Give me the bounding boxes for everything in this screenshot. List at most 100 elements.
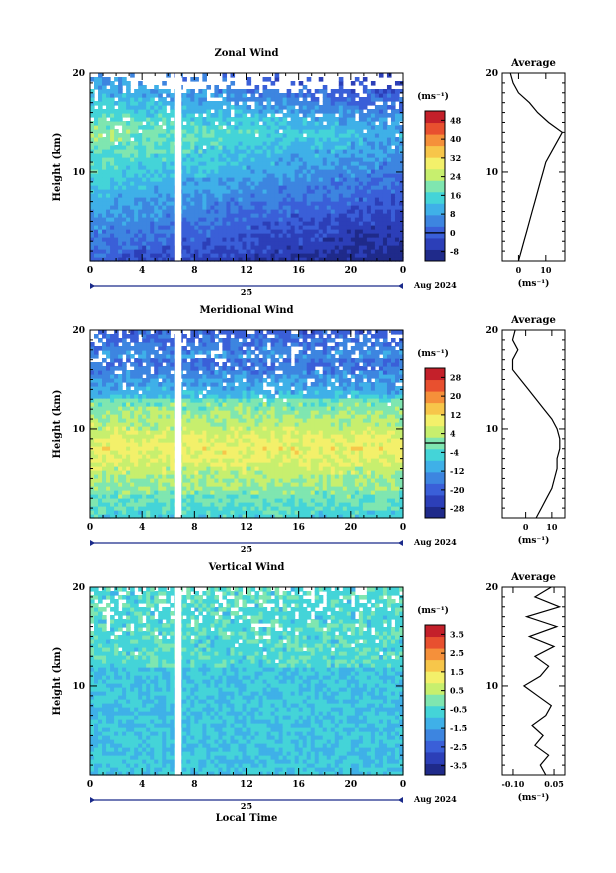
colorbar-tick-label: -1.5 [450,723,467,733]
y-tick-label: 10 [72,168,85,178]
colorbar-swatch [425,122,445,135]
panel-title: Vertical Wind [208,562,285,573]
x-tick-label: 20 [345,523,358,533]
colorbar-swatch [425,203,445,216]
colorbar-tick-label: 3.5 [450,629,464,639]
profile-title: Average [510,572,556,583]
colorbar-tick-label: -8 [450,247,459,257]
colorbar-tick-label: 48 [450,115,462,125]
x-tick-label: 20 [345,266,358,276]
colorbar-swatch [425,460,445,473]
missing-data-gap [174,587,182,775]
colorbar-swatch [425,659,445,672]
x-tick-label: 12 [240,266,253,276]
profile-x-tick-label: 0 [523,522,529,532]
colorbar-tick-label: 20 [450,391,462,401]
colorbar-swatch [425,402,445,415]
x-tick-label: 8 [191,266,197,276]
date-label: Aug 2024 [413,280,457,290]
profile-x-label: (ms⁻¹) [518,278,550,289]
x-axis-label: Local Time [216,813,278,824]
colorbar-tick-label: -28 [450,504,465,514]
date-day-label: 25 [241,287,252,297]
missing-data-gap [174,330,182,518]
profile-y-tick-label: 20 [485,69,498,79]
colorbar-swatch [425,506,445,519]
profile-x-tick-label: 0.05 [544,779,563,789]
date-label: Aug 2024 [413,794,457,804]
colorbar-swatch [425,717,445,730]
colorbar-swatch [425,237,445,250]
colorbar-unit: (ms⁻¹) [417,348,449,359]
colorbar-swatch [425,483,445,496]
date-bar-start-marker [90,540,95,546]
colorbar-tick-label: 28 [450,372,462,382]
panel-title: Meridional Wind [199,305,293,316]
colorbar-tick-label: -20 [450,485,465,495]
colorbar-tick-label: 16 [450,190,462,200]
x-tick-label: 16 [292,266,305,276]
y-axis-label: Height (km) [52,647,63,716]
colorbar-frame [424,110,446,262]
x-tick-label: 0 [400,523,406,533]
colorbar-swatch [425,214,445,227]
colorbar-swatch [425,414,445,427]
profile-y-tick-label: 10 [485,168,498,178]
colorbar-swatch [425,740,445,753]
date-label: Aug 2024 [413,537,457,547]
y-tick-label: 20 [72,583,85,593]
colorbar-swatch [425,391,445,404]
colorbar-tick-label: -0.5 [450,704,467,714]
x-tick-label: 16 [292,780,305,790]
x-tick-label: 0 [400,266,406,276]
profile-x-tick-label: -0.10 [502,779,525,789]
x-tick-label: 4 [139,523,145,533]
colorbar-unit: (ms⁻¹) [417,605,449,616]
profile-line [522,586,562,776]
date-bar-end-marker [398,797,403,803]
colorbar-swatch [425,636,445,649]
colorbar-frame [424,624,446,776]
colorbar-swatch [425,625,445,638]
colorbar-swatch [425,157,445,170]
missing-data-gap [174,73,182,261]
colorbar-tick-label: 8 [450,209,456,219]
colorbar-swatch [425,191,445,204]
y-axis-label: Height (km) [52,390,63,459]
y-tick-label: 10 [72,682,85,692]
colorbar-swatch [425,705,445,718]
profile-y-tick-label: 20 [485,326,498,336]
colorbar-tick-label: 32 [450,153,461,163]
profile-title: Average [510,58,556,69]
profile-frame [501,72,566,262]
date-bar-start-marker [90,797,95,803]
x-tick-label: 8 [191,523,197,533]
x-tick-label: 4 [139,780,145,790]
colorbar-swatch [425,425,445,438]
colorbar-tick-label: 0.5 [450,686,464,696]
colorbar-swatch [425,145,445,158]
profile-line [511,329,561,519]
colorbar-swatch [425,134,445,147]
heatmap-field [90,330,404,519]
colorbar-swatch [425,751,445,764]
colorbar-swatch [425,471,445,484]
x-tick-label: 0 [87,523,93,533]
profile-x-tick-label: 0 [516,265,522,275]
heatmap-field [90,587,404,776]
date-bar-start-marker [90,283,95,289]
x-tick-label: 20 [345,780,358,790]
colorbar-swatch [425,682,445,695]
colorbar-tick-label: -2.5 [450,742,467,752]
colorbar-swatch [425,168,445,181]
colorbar-tick-label: 40 [450,134,462,144]
colorbar-tick-label: -12 [450,466,464,476]
profile-y-tick-label: 20 [485,583,498,593]
profile-y-tick-label: 10 [485,682,498,692]
profile-x-tick-label: 10 [540,265,552,275]
colorbar-tick-label: 1.5 [450,667,464,677]
colorbar-tick-label: 4 [450,429,456,439]
colorbar-swatch [425,448,445,461]
profile-x-label: (ms⁻¹) [518,792,550,803]
